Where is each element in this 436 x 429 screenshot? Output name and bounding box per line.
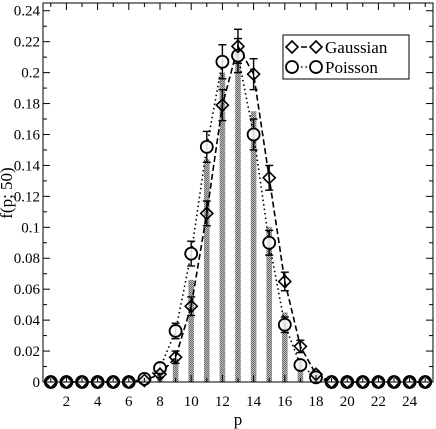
poisson-marker xyxy=(277,317,292,332)
y-tick-label: 0.2 xyxy=(21,66,40,82)
poisson-marker xyxy=(231,48,245,63)
y-tick-label: 0.12 xyxy=(14,189,40,205)
gaussian-marker xyxy=(355,374,370,390)
x-tick-label: 10 xyxy=(184,394,199,410)
axis-ticks: 2 4 6 8 10 12 14 16 18 20 22 2400.020.040.060.080.1… xyxy=(14,3,433,410)
gaussian-marker xyxy=(386,374,402,390)
gaussian-marker xyxy=(168,350,183,365)
x-tick-label: 12 xyxy=(215,394,230,410)
poisson-marker xyxy=(246,127,261,142)
y-tick-label: 0.24 xyxy=(14,4,41,20)
x-tick-label: 22 xyxy=(371,394,386,410)
histogram-bar xyxy=(188,279,195,382)
histogram-bars xyxy=(141,49,319,383)
histogram-bar xyxy=(219,72,226,382)
gaussian-marker xyxy=(246,67,261,82)
legend: Gaussian Poisson xyxy=(282,34,410,80)
y-axis-label: f(p; 50) xyxy=(0,167,16,218)
legend-gaussian-marker-left xyxy=(284,39,300,55)
y-tick-label: 0.14 xyxy=(14,158,41,174)
legend-poisson-marker-right xyxy=(309,60,323,74)
poisson-marker xyxy=(184,246,199,261)
gaussian-marker xyxy=(371,374,386,390)
error-bars xyxy=(140,28,320,383)
y-tick-label: 0.06 xyxy=(14,282,41,298)
x-tick-label: 2 xyxy=(63,394,71,410)
x-tick-label: 20 xyxy=(340,394,355,410)
x-tick-label: 14 xyxy=(246,394,262,410)
x-tick-label: 4 xyxy=(94,394,102,410)
poisson-marker xyxy=(262,235,277,250)
gaussian-marker xyxy=(277,274,292,289)
x-tick-label: 24 xyxy=(402,394,418,410)
poisson-marker xyxy=(199,139,214,154)
poisson-marker xyxy=(215,54,230,69)
gaussian-marker xyxy=(262,170,277,185)
gaussian-marker xyxy=(418,374,433,390)
poisson-marker xyxy=(293,358,308,372)
gaussian-marker xyxy=(293,339,308,354)
legend-poisson-label: Poisson xyxy=(325,58,378,77)
x-tick-label: 16 xyxy=(277,394,293,410)
gaussian-marker xyxy=(324,374,339,390)
gaussian-marker xyxy=(137,373,152,388)
gaussian-marker xyxy=(43,374,58,390)
gaussian-marker xyxy=(215,97,230,113)
x-tick-label: 6 xyxy=(125,394,133,410)
y-tick-label: 0 xyxy=(33,375,41,391)
legend-box xyxy=(282,34,410,80)
y-tick-label: 0.08 xyxy=(14,251,40,267)
legend-poisson-marker-left xyxy=(285,60,299,74)
histogram-bar xyxy=(250,111,257,383)
gaussian-marker xyxy=(199,206,214,221)
histogram-bar xyxy=(172,358,179,382)
y-tick-label: 0.18 xyxy=(14,97,40,113)
gaussian-marker xyxy=(340,374,355,390)
histogram-bar xyxy=(235,49,241,382)
gaussian-marker xyxy=(184,299,199,314)
y-tick-label: 0.16 xyxy=(14,127,41,143)
histogram-bar xyxy=(266,227,273,382)
y-tick-label: 0.22 xyxy=(14,35,40,51)
legend-gaussian-marker-right xyxy=(308,39,324,55)
y-tick-label: 0.02 xyxy=(14,344,40,360)
gaussian-marker xyxy=(402,374,417,390)
poisson-marker xyxy=(168,324,183,338)
gaussian-marker xyxy=(230,39,246,54)
gaussian-marker xyxy=(74,374,90,390)
x-tick-label: 18 xyxy=(309,394,324,410)
gaussian-marker xyxy=(90,374,105,390)
y-tick-label: 0.1 xyxy=(21,220,40,236)
x-tick-label: 8 xyxy=(156,394,164,410)
histogram-bar xyxy=(281,312,288,382)
histogram-bar xyxy=(203,159,210,382)
gaussian-marker xyxy=(59,374,74,390)
gaussian-marker xyxy=(121,374,136,390)
y-tick-label: 0.04 xyxy=(14,313,41,329)
x-axis-label: p xyxy=(234,410,243,429)
gaussian-marker xyxy=(106,374,121,390)
legend-gaussian-label: Gaussian xyxy=(325,38,388,57)
